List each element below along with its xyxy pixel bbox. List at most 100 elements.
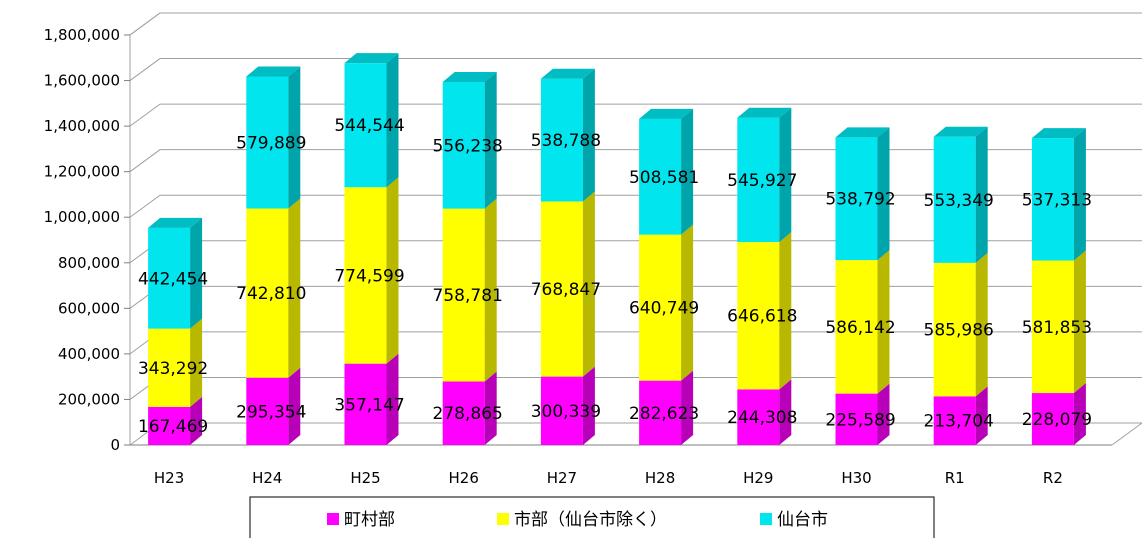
legend-label: 市部（仙台市除く） bbox=[514, 510, 667, 530]
bar-side bbox=[288, 66, 301, 209]
bar-segment bbox=[148, 217, 203, 329]
bar-front bbox=[1031, 260, 1074, 394]
legend-label: 町村部 bbox=[344, 510, 395, 530]
bar-segment bbox=[246, 367, 301, 445]
data-labels: 167,469 343,292 442,454 295,354 742,810 579,8… bbox=[138, 116, 1092, 437]
data-label: 300,339 bbox=[531, 402, 601, 422]
data-label: 758,781 bbox=[433, 286, 503, 306]
bar-segment bbox=[344, 53, 399, 188]
bar-front bbox=[639, 118, 682, 235]
data-label: 295,354 bbox=[236, 402, 306, 422]
bar-side bbox=[190, 318, 203, 407]
bar-top bbox=[737, 107, 792, 118]
bar-segment bbox=[933, 252, 988, 397]
x-tick-label: H26 bbox=[449, 469, 479, 487]
bar-segment bbox=[933, 126, 988, 263]
data-label: 343,292 bbox=[138, 359, 208, 379]
y-tick-label: 1,400,000 bbox=[44, 117, 120, 135]
bar-front bbox=[540, 78, 583, 202]
bar-segment bbox=[1031, 128, 1086, 261]
y-tick-labels: 0 200,000 400,000 600,000 800,000 1,000,000 1,… bbox=[44, 26, 120, 454]
x-tick-label: R1 bbox=[945, 469, 965, 487]
bar-front bbox=[442, 208, 485, 382]
bar-front bbox=[737, 117, 780, 243]
y-tick-label: 800,000 bbox=[58, 254, 120, 272]
bar-segment bbox=[737, 379, 792, 445]
bar-side bbox=[877, 250, 890, 394]
y-tick-label: 1,000,000 bbox=[44, 208, 120, 226]
data-label: 774,599 bbox=[334, 266, 404, 286]
bar-front bbox=[737, 242, 780, 390]
bar-top bbox=[639, 108, 694, 119]
bar-segment bbox=[933, 386, 988, 445]
bar-top bbox=[344, 53, 399, 64]
bar-front bbox=[148, 227, 191, 329]
bar-top bbox=[1031, 128, 1086, 139]
bar-side bbox=[779, 107, 792, 243]
bar-stack bbox=[835, 127, 890, 445]
bar-front bbox=[442, 381, 485, 445]
data-label: 579,889 bbox=[236, 133, 306, 153]
bar-stack bbox=[1031, 128, 1086, 445]
data-label: 244,308 bbox=[727, 408, 797, 428]
legend-swatch bbox=[497, 513, 509, 525]
x-tick-label: H24 bbox=[252, 469, 282, 487]
bar-side bbox=[779, 232, 792, 390]
bar-front bbox=[442, 81, 485, 209]
bar-segment bbox=[442, 371, 497, 445]
bar-top bbox=[442, 71, 497, 82]
bar-side bbox=[484, 198, 497, 382]
bar-segment bbox=[639, 224, 694, 381]
bar-stack bbox=[442, 71, 497, 445]
bar-side bbox=[582, 68, 595, 202]
bar-segment bbox=[639, 108, 694, 235]
bar-stack bbox=[737, 107, 792, 445]
y-tick-label: 1,600,000 bbox=[44, 72, 120, 90]
data-label: 278,865 bbox=[433, 404, 503, 424]
bar-front bbox=[344, 63, 387, 188]
bar-segment bbox=[737, 107, 792, 243]
x-tick-label: R2 bbox=[1043, 469, 1063, 487]
y-tick-label: 400,000 bbox=[58, 345, 120, 363]
bar-stacks bbox=[148, 53, 1086, 445]
bar-segment bbox=[344, 353, 399, 445]
bar-front bbox=[639, 380, 682, 445]
y-tick-label: 0 bbox=[110, 436, 120, 454]
bar-side bbox=[1073, 383, 1086, 445]
bar-side bbox=[681, 108, 694, 235]
bar-stack bbox=[540, 68, 595, 445]
data-label: 553,349 bbox=[924, 191, 994, 211]
bar-top bbox=[246, 66, 301, 77]
bar-front bbox=[639, 234, 682, 381]
bar-front bbox=[835, 393, 878, 445]
y-tick-label: 600,000 bbox=[58, 299, 120, 317]
bar-side bbox=[582, 191, 595, 377]
data-label: 228,079 bbox=[1022, 410, 1092, 430]
bar-front bbox=[835, 260, 878, 394]
bar-side bbox=[1073, 128, 1086, 261]
bar-front bbox=[246, 76, 289, 209]
bar-segment bbox=[639, 370, 694, 445]
x-tick-label: H29 bbox=[743, 469, 773, 487]
bar-segment bbox=[540, 366, 595, 445]
bar-segment bbox=[835, 250, 890, 394]
bar-side bbox=[386, 353, 399, 445]
bar-side bbox=[975, 252, 988, 397]
bar-stack bbox=[246, 66, 301, 445]
bar-front bbox=[344, 363, 387, 445]
bar-side bbox=[386, 53, 399, 188]
gridline bbox=[129, 149, 1142, 173]
legend-swatch bbox=[760, 513, 772, 525]
bar-top bbox=[540, 68, 595, 79]
bar-stack bbox=[933, 126, 988, 445]
bar-front bbox=[148, 406, 191, 445]
bar-segment bbox=[1031, 250, 1086, 394]
bar-side bbox=[681, 370, 694, 445]
data-label: 167,469 bbox=[138, 417, 208, 437]
x-tick-label: H27 bbox=[547, 469, 577, 487]
bar-stack bbox=[148, 217, 203, 445]
data-label: 585,986 bbox=[924, 321, 994, 341]
gridline bbox=[129, 58, 1142, 81]
bar-side bbox=[1073, 250, 1086, 394]
x-tick-label: H23 bbox=[154, 469, 184, 487]
